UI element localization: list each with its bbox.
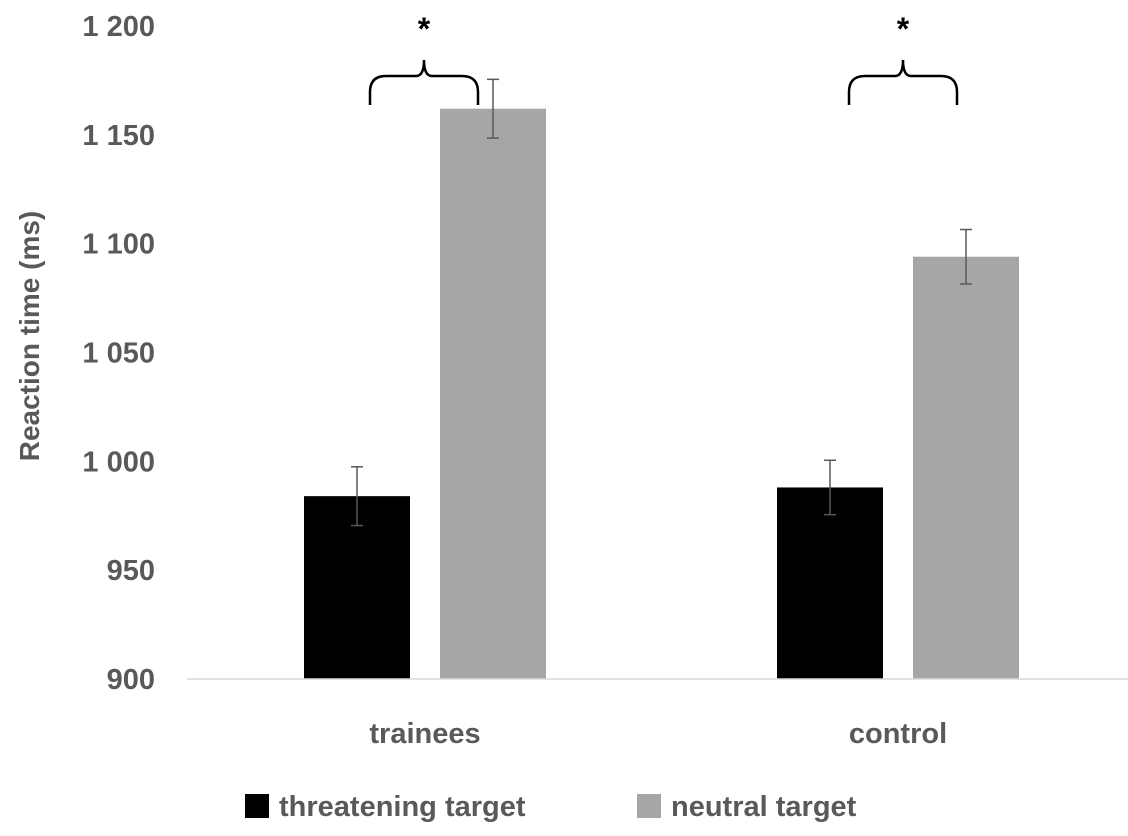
y-tick-label: 1 200 — [82, 11, 155, 43]
x-category-labels-layer: trainees control — [369, 718, 947, 750]
significance-bracket: * — [847, 11, 959, 105]
bars-layer — [304, 108, 1019, 680]
error-bar — [351, 466, 363, 527]
bar-trainees-neutral-target — [440, 108, 546, 680]
error-bar — [960, 228, 972, 285]
bar-control-neutral-target — [913, 256, 1019, 679]
y-tick-label: 1 100 — [82, 229, 155, 261]
y-tick-label: 1 050 — [82, 338, 155, 370]
y-tick-label: 900 — [107, 664, 155, 696]
legend-label-threatening: threatening target — [279, 791, 526, 823]
significance-bracket: * — [368, 11, 480, 105]
legend: threatening target neutral target — [245, 791, 857, 823]
legend-label-neutral: neutral target — [671, 791, 857, 823]
error-bars-layer — [351, 78, 972, 527]
error-bar — [824, 459, 836, 516]
legend-swatch-threatening — [245, 794, 269, 818]
y-tick-label: 950 — [107, 555, 155, 587]
significance-layer: * * — [368, 11, 959, 105]
significance-marker: * — [418, 11, 431, 47]
y-tick-label: 1 150 — [82, 120, 155, 152]
x-category-label: control — [849, 718, 947, 750]
y-tick-labels-layer: 900 950 1 000 1 050 1 100 1 150 1 200 — [82, 11, 155, 696]
y-tick-label: 1 000 — [82, 446, 155, 478]
x-category-label: trainees — [369, 718, 480, 750]
significance-marker: * — [897, 11, 910, 47]
bar-trainees-threatening-target — [304, 496, 410, 679]
error-bar — [487, 78, 499, 139]
legend-swatch-neutral — [637, 794, 661, 818]
y-axis-title: Reaction time (ms) — [14, 211, 45, 462]
bar-control-threatening-target — [777, 487, 883, 679]
